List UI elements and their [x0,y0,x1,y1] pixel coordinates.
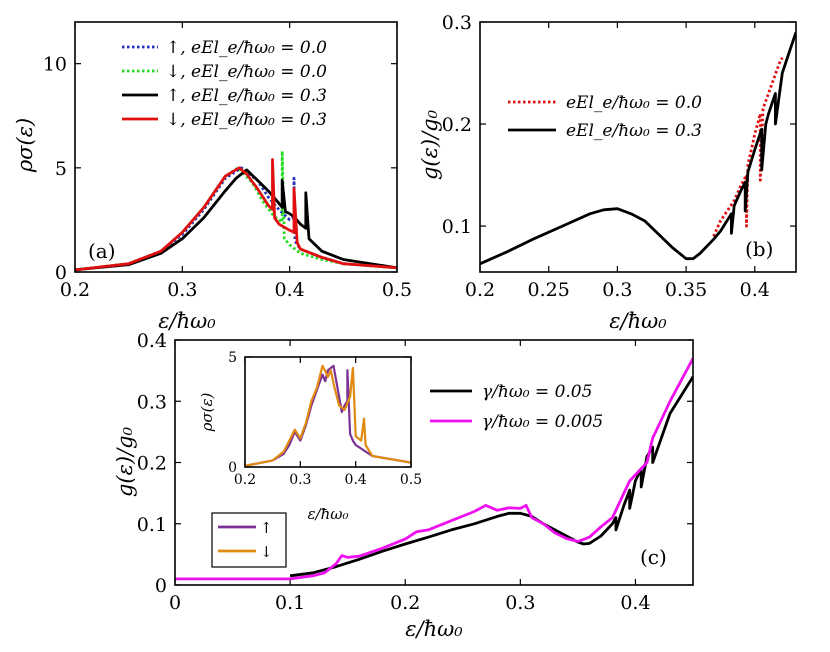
panel-b-legend-label-0: eEl_e/ħω₀ = 0.0 [566,93,702,113]
panel-b-x-tick-label: 0.2 [465,279,495,301]
inset-legend-label-1: ↓ [260,543,273,561]
panel-a-y-tick-label: 5 [55,158,67,180]
inset-background [197,353,423,523]
panel-a-x-tick-label: 0.3 [167,279,197,301]
panel-c-y-tick-label: 0.1 [137,514,167,536]
panel-c-legend-label-1: γ/ħω₀ = 0.005 [482,412,603,432]
panel-a-legend-label-0: ↑, eEl_e/ħω₀ = 0.0 [166,38,327,58]
panel-a-series-line-0 [75,166,397,272]
panel-b-panel: 0.2 0.25 0.3 0.35 0.4 0.1 0.2 0.3 ε/ħω₀ g(ε)/g₀ (b… [418,12,797,333]
panel-c-x-tick-label: 0.1 [275,592,305,614]
panel-c-y-tick-label: 0 [155,575,167,597]
panel-b-x-tick-label: 0.25 [528,279,570,301]
panel-c-panel: 0 0.1 0.2 0.3 0.4 0 0.1 0.2 0.3 0.4 ε/ħω₀ g(ε)/g₀ (c… [113,330,694,641]
inset-legend-box [211,512,287,568]
panel-a-panel-label: (a) [88,239,116,263]
panel-c-legend-label-0: γ/ħω₀ = 0.05 [482,382,592,402]
panel-c-x-tick-label: 0.4 [620,592,650,614]
panel-c-panel-label: (c) [640,545,667,569]
panel-c-series-line-0 [289,376,693,578]
panel-a-y-tick-label: 0 [55,262,67,284]
inset-x-tick-label: 0.3 [289,472,311,488]
panel-b-panel-label: (b) [745,237,773,261]
inset-y-tick-label: 5 [228,350,237,366]
panel-b-x-tick-label: 0.3 [602,279,632,301]
panel-c-x-tick-label: 0.2 [390,592,420,614]
inset-y-axis-label: ρσ(ε) [198,392,216,432]
panel-c-x-axis-label: ε/ħω₀ [405,617,463,641]
inset-y-tick-label: 0 [228,460,237,476]
inset-legend-label-0: ↑ [260,519,273,537]
panel-a-panel: 0.2 0.3 0.4 0.5 0 5 10 ε/ħω₀ ρσ(ε) (a) ↑, eEl_e/ħω… [13,21,412,333]
panel-b-axes-frame [479,21,797,273]
panel-a-x-tick-label: 0.2 [60,279,90,301]
panel-a-legend-label-3: ↓, eEl_e/ħω₀ = 0.3 [166,110,327,130]
panel-b-legend-label-1: eEl_e/ħω₀ = 0.3 [566,121,702,141]
panel-a-series-line-2 [75,168,397,272]
inset-legend: ↑↓ [211,512,287,568]
panel-b-y-tick-label: 0.3 [442,12,472,34]
inset-x-tick-label: 0.2 [234,472,256,488]
panel-b-y-axis-label: g(ε)/g₀ [418,109,442,180]
inset-series-line-1 [245,364,411,467]
panel-c-series-line-1 [175,357,693,581]
inset-axes-frame [244,356,412,468]
panel-b-x-tick-label: 0.4 [740,279,770,301]
panel-a-series-line-3 [75,158,397,272]
panel-c-x-tick-label: 0 [169,592,181,614]
inset-x-tick-label: 0.5 [400,472,422,488]
panel-a-x-tick-label: 0.4 [275,279,305,301]
panel-a-y-axis-label: ρσ(ε) [13,118,37,173]
panel-b-series-line-0 [712,57,784,237]
panel-a-legend: ↑, eEl_e/ħω₀ = 0.0 ↓, eEl_e/ħω₀ = 0.0 ↑, e… [122,38,327,130]
panel-c-legend: γ/ħω₀ = 0.05 γ/ħω₀ = 0.005 [430,382,603,432]
inset-x-tick-label: 0.4 [345,472,367,488]
panel-c-y-tick-label: 0.3 [137,391,167,413]
panel-c-axes-frame [174,339,694,586]
panel-b-series-line-1 [480,31,796,266]
panel-c-y-tick-label: 0.4 [137,330,167,352]
panel-c-y-axis-label: g(ε)/g₀ [113,426,137,497]
panel-b-x-tick-label: 0.35 [665,279,707,301]
panel-a-x-axis-label: ε/ħω₀ [158,309,216,333]
panel-a-axes-frame [74,21,398,273]
panel-c-y-tick-label: 0.2 [137,453,167,475]
panel-c-x-tick-label: 0.3 [505,592,535,614]
inset-series-line-0 [245,364,411,467]
inset-x-axis-label: ε/ħω₀ [307,505,348,523]
panel-b-x-axis-label: ε/ħω₀ [609,309,667,333]
panel-b-y-tick-label: 0.1 [442,216,472,238]
panel-b-legend: eEl_e/ħω₀ = 0.0 eEl_e/ħω₀ = 0.3 [508,93,702,141]
panel-a-legend-label-2: ↑, eEl_e/ħω₀ = 0.3 [166,86,327,106]
panel-a-x-tick-label: 0.5 [382,279,412,301]
panel-b-y-tick-label: 0.2 [442,114,472,136]
panel-a-legend-label-1: ↓, eEl_e/ħω₀ = 0.0 [166,62,327,82]
panel-a-y-tick-label: 10 [43,54,67,76]
